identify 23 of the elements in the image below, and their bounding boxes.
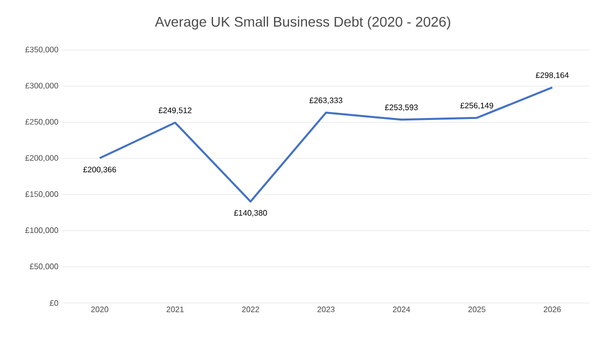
x-tick-label: 2021: [166, 306, 184, 312]
x-tick-label: 2022: [242, 306, 260, 312]
y-tick-label: £50,000: [30, 264, 58, 270]
y-tick-label: £350,000: [25, 46, 58, 54]
x-tick-label: 2024: [392, 306, 410, 312]
data-label: £256,149: [460, 102, 494, 110]
chart-title: Average UK Small Business Debt (2020 - 2026): [154, 16, 450, 30]
x-tick-label: 2023: [318, 306, 335, 312]
y-tick-label: £150,000: [25, 191, 58, 198]
y-tick-label: £100,000: [25, 227, 58, 234]
x-tick-label: 2026: [544, 306, 561, 312]
y-tick-label: £0: [50, 300, 58, 306]
y-tick-label: £250,000: [25, 118, 58, 126]
data-label: £263,333: [310, 98, 342, 104]
y-tick-label: £300,000: [25, 82, 58, 90]
data-label: £249,512: [158, 107, 192, 114]
y-tick-label: £200,000: [25, 155, 58, 162]
data-label: £253,593: [384, 104, 418, 112]
data-label: £298,164: [536, 72, 569, 79]
x-tick-label: 2020: [91, 306, 108, 312]
data-label: £140,380: [234, 210, 267, 217]
data-label: £200,366: [83, 166, 116, 174]
x-tick-label: 2025: [468, 306, 486, 312]
